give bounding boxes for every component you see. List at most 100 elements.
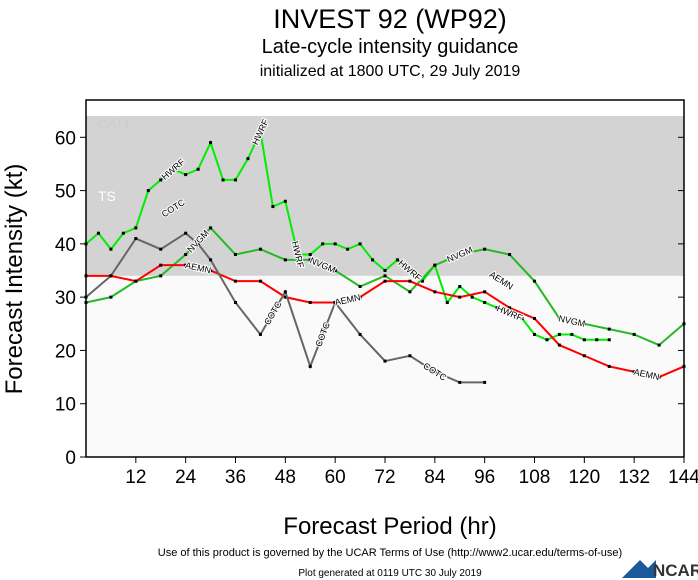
- data-point-aemn: [258, 279, 262, 283]
- data-point-hwrf: [445, 300, 449, 304]
- data-point-nvgm: [607, 327, 611, 331]
- data-point-aemn: [184, 263, 188, 267]
- data-point-hwrf: [271, 205, 275, 209]
- data-point-hwrf: [395, 258, 399, 262]
- terms-of-use: Use of this product is governed by the U…: [158, 547, 622, 559]
- data-point-hwrf: [420, 279, 424, 283]
- data-point-cotc: [134, 237, 138, 241]
- data-point-hwrf: [146, 189, 150, 193]
- data-point-nvgm: [109, 295, 113, 299]
- data-point-hwrf: [234, 178, 237, 182]
- y-tick-label: 60: [55, 128, 76, 149]
- data-point-cotc: [234, 300, 237, 304]
- data-point-aemn: [557, 343, 561, 347]
- data-point-aemn: [234, 279, 237, 283]
- data-point-nvgm: [209, 226, 213, 230]
- data-point-nvgm: [533, 279, 536, 283]
- x-tick-label: 84: [424, 467, 446, 488]
- data-point-hwrf: [96, 231, 100, 235]
- data-point-hwrf: [595, 338, 599, 342]
- data-point-hwrf: [495, 306, 499, 310]
- data-point-hwrf: [545, 338, 549, 342]
- y-tick-label: 40: [55, 235, 76, 256]
- data-point-cotc: [433, 370, 437, 374]
- data-point-cotc: [408, 354, 412, 358]
- data-point-hwrf: [346, 247, 350, 251]
- data-point-nvgm: [433, 263, 437, 267]
- data-point-hwrf: [84, 242, 88, 246]
- x-tick-label: 96: [474, 467, 495, 488]
- data-point-cotc: [196, 242, 200, 246]
- data-point-hwrf: [283, 199, 287, 203]
- data-point-hwrf: [458, 284, 462, 288]
- data-point-hwrf: [184, 173, 188, 177]
- data-point-hwrf: [371, 258, 375, 262]
- data-point-hwrf: [570, 332, 574, 336]
- data-point-aemn: [533, 316, 536, 320]
- data-point-nvgm: [184, 253, 188, 257]
- data-point-nvgm: [657, 343, 661, 347]
- data-point-cotc: [358, 332, 362, 336]
- data-point-hwrf: [159, 178, 163, 182]
- data-point-hwrf: [109, 247, 113, 251]
- svg-text:NCAR: NCAR: [653, 561, 698, 580]
- x-tick-label: 120: [568, 467, 600, 488]
- data-point-cotc: [258, 332, 262, 336]
- data-point-hwrf: [258, 130, 262, 134]
- data-point-nvgm: [508, 253, 512, 257]
- band-label-cat1: CAT1: [98, 116, 130, 131]
- x-tick-label: 24: [175, 467, 197, 488]
- data-point-aemn: [483, 290, 487, 294]
- data-point-cotc: [159, 247, 163, 251]
- data-point-hwrf: [508, 311, 512, 315]
- data-point-hwrf: [470, 295, 474, 299]
- data-point-nvgm: [358, 284, 362, 288]
- data-point-hwrf: [296, 253, 300, 257]
- data-point-aemn: [358, 295, 362, 299]
- y-tick-label: 20: [55, 341, 76, 362]
- data-point-cotc: [483, 380, 487, 384]
- data-point-aemn: [657, 375, 661, 379]
- data-point-hwrf: [171, 167, 175, 171]
- data-point-hwrf: [308, 253, 312, 257]
- data-point-aemn: [433, 290, 437, 294]
- chart-title: INVEST 92 (WP92): [273, 4, 507, 34]
- x-tick-label: 144: [668, 467, 698, 488]
- band-cat1: [86, 100, 684, 116]
- data-point-hwrf: [221, 178, 225, 182]
- data-point-hwrf: [246, 157, 250, 161]
- x-tick-label: 48: [275, 467, 296, 488]
- data-point-aemn: [159, 263, 163, 267]
- y-tick-label: 50: [55, 182, 76, 203]
- x-axis-label: Forecast Period (hr): [283, 513, 496, 540]
- data-point-cotc: [84, 295, 88, 299]
- y-tick-label: 0: [65, 448, 76, 469]
- data-point-nvgm: [582, 322, 586, 326]
- data-point-aemn: [84, 274, 88, 278]
- data-point-hwrf: [557, 332, 561, 336]
- chart-subtitle-init: initialized at 1800 UTC, 29 July 2019: [260, 63, 521, 80]
- data-point-nvgm: [159, 274, 163, 278]
- data-point-aemn: [308, 300, 312, 304]
- data-point-hwrf: [383, 269, 387, 273]
- y-tick-label: 10: [55, 395, 76, 416]
- data-point-aemn: [383, 279, 387, 283]
- generated-time: Plot generated at 0119 UTC 30 July 2019: [298, 568, 482, 579]
- data-point-nvgm: [557, 316, 561, 320]
- data-point-cotc: [333, 300, 337, 304]
- data-point-hwrf: [358, 242, 362, 246]
- data-point-hwrf: [321, 242, 325, 246]
- data-point-hwrf: [582, 338, 586, 342]
- data-point-cotc: [458, 380, 462, 384]
- x-tick-label: 60: [325, 467, 346, 488]
- data-point-aemn: [632, 370, 636, 374]
- data-point-hwrf: [408, 269, 412, 273]
- data-point-hwrf: [333, 242, 337, 246]
- band-label-ts: TS: [98, 188, 116, 204]
- data-point-aemn: [134, 279, 138, 283]
- data-point-aemn: [209, 269, 213, 273]
- data-point-aemn: [682, 364, 686, 368]
- x-tick-label: 36: [225, 467, 246, 488]
- y-axis-label: Forecast Intensity (kt): [1, 164, 28, 395]
